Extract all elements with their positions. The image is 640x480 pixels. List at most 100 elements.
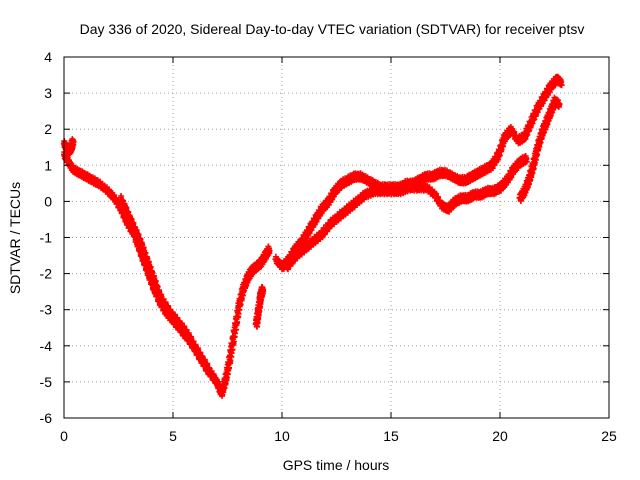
data-point [305,227,312,234]
data-point [379,187,386,194]
y-tick-label: -6 [40,410,53,426]
data-point [501,133,508,140]
grid [64,57,609,418]
data-point [353,198,360,205]
data-point [65,158,72,165]
data-point [69,165,76,172]
data-point [525,176,532,183]
data-point [520,133,527,140]
data-point [318,205,325,212]
data-point [326,220,333,227]
data-point [551,97,558,104]
data-point [259,285,266,292]
data-point [534,104,541,111]
data-point [104,187,111,194]
data-point [422,183,429,190]
data-point [558,79,565,86]
data-point [226,353,233,360]
data-point [422,173,429,180]
data-point [357,173,364,180]
data-point [89,176,96,183]
data-point [429,173,436,180]
data-point [442,169,449,176]
data-point [111,194,118,201]
data-point [215,382,222,389]
data-point [481,165,488,172]
data-point [414,183,421,190]
data-point [143,256,150,263]
data-point [222,375,229,382]
x-tick-label: 10 [274,428,290,444]
data-point [67,144,74,151]
data-point [331,187,338,194]
data-point [95,180,102,187]
data-point [449,173,456,180]
data-point [527,118,534,125]
data-point [156,292,163,299]
data-point [117,194,124,201]
data-point [244,274,251,281]
data-point [257,292,264,299]
data-point [483,187,490,194]
series-track-f [516,94,563,204]
data-point [165,306,172,313]
y-tick-label: 3 [44,85,52,101]
data-point [405,183,412,190]
data-point [65,147,72,154]
data-point [335,212,342,219]
data-point [183,328,190,335]
series-track-c [252,284,267,330]
data-point [124,209,131,216]
data-point [364,176,371,183]
data-point [298,238,305,245]
data-point [137,238,144,245]
data-point [217,389,224,396]
data-point [475,169,482,176]
data-point [555,100,562,107]
y-tick-label: 4 [44,49,52,65]
data-point [416,176,423,183]
data-point [311,216,318,223]
series-track-b [117,193,223,390]
data-point [318,230,325,237]
axes: 0 5 10 15 20 25 -6 -5 -4 -3 -2 -1 0 1 2 3 4 [40,49,617,444]
y-tick-label: -5 [40,374,53,390]
data-point [309,238,316,245]
data-point [507,126,514,133]
data-point [547,82,554,89]
data-point [470,191,477,198]
data-point [488,162,495,169]
data-point [494,151,501,158]
series-markers [117,193,223,390]
data-point [477,191,484,198]
data-point [255,306,262,313]
data-point [252,321,259,328]
data-point [510,165,517,172]
data-point [431,191,438,198]
data-point [516,158,523,165]
data-point [514,137,521,144]
data-point [191,342,198,349]
data-point [523,155,530,162]
data-point [503,176,510,183]
data-point [283,263,290,270]
data-point [150,274,157,281]
data-point [235,303,242,310]
y-tick-label: 1 [44,157,52,173]
x-axis-label: GPS time / hours [283,457,390,473]
data-point [344,205,351,212]
data-point [272,256,279,263]
y-tick-label: 2 [44,121,52,137]
data-point [464,194,471,201]
data-point [248,266,255,273]
data-point [529,162,536,169]
series-track-e [283,153,530,273]
y-tick-label: -1 [40,230,53,246]
x-tick-label: 25 [601,428,617,444]
data-point [388,187,394,194]
data-point [462,176,469,183]
data-point [553,75,560,82]
series-markers [252,284,267,330]
data-point [534,144,541,151]
